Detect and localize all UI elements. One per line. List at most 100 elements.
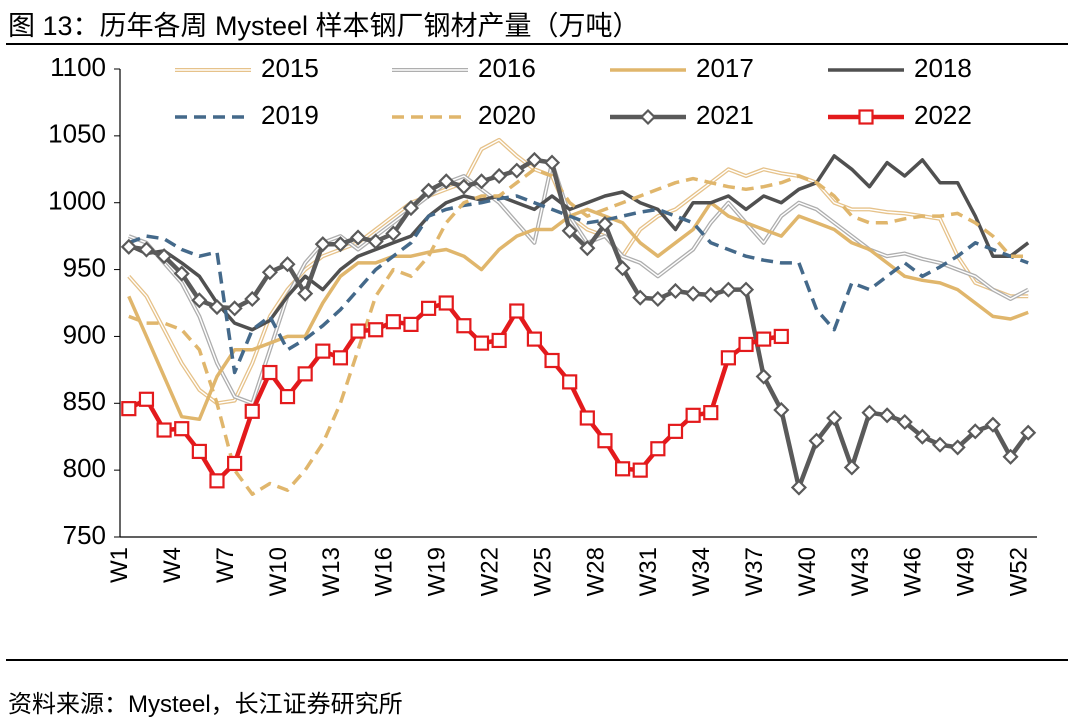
marker	[332, 350, 349, 366]
line	[128, 167, 1029, 496]
y-tick-label: 900	[63, 319, 106, 349]
series	[128, 160, 1030, 406]
marker	[473, 173, 490, 190]
series	[128, 194, 1029, 375]
marker	[843, 459, 860, 476]
marker	[703, 405, 719, 421]
line	[127, 200, 1029, 422]
x-tick-label: W25	[529, 547, 556, 596]
marker	[403, 316, 419, 332]
marker	[138, 241, 155, 258]
x-tick-label: W34	[688, 547, 715, 596]
marker	[191, 292, 208, 309]
marker	[756, 331, 772, 347]
marker	[120, 238, 137, 255]
marker	[261, 264, 278, 281]
x-tick-label: W10	[265, 547, 292, 596]
marker	[914, 428, 931, 445]
title: 图 13：历年各周 Mysteel 样本钢厂钢材产量（万吨）	[8, 11, 640, 41]
marker	[614, 461, 631, 477]
line	[128, 194, 1029, 375]
marker	[173, 265, 190, 282]
marker	[649, 290, 666, 308]
marker	[755, 368, 772, 385]
marker	[156, 422, 172, 438]
marker	[297, 366, 313, 382]
marker	[773, 328, 789, 345]
x-tick-label: W52	[1006, 547, 1033, 596]
line	[128, 157, 1031, 490]
legend-item: 2017	[610, 53, 754, 83]
legend-marker	[639, 108, 657, 126]
marker	[984, 416, 1001, 433]
series	[127, 137, 1029, 406]
legend-item: 2016	[392, 53, 536, 83]
x-tick-label: W22	[476, 547, 503, 596]
marker	[455, 178, 472, 195]
y-tick-label: 1050	[48, 119, 106, 149]
marker	[614, 260, 631, 277]
marker	[720, 350, 736, 366]
marker	[244, 290, 261, 308]
source: 资料来源：Mysteel，长江证券研究所	[8, 691, 403, 718]
y-tick-label: 1000	[48, 186, 106, 216]
x-tick-label: W43	[847, 547, 874, 596]
marker	[896, 413, 913, 431]
marker	[1002, 448, 1019, 465]
legend-label: 2017	[696, 53, 754, 83]
marker	[685, 285, 702, 302]
marker	[191, 443, 207, 460]
marker	[931, 436, 949, 453]
legend-label: 2016	[478, 53, 536, 83]
marker	[226, 300, 243, 317]
marker	[650, 441, 666, 457]
marker	[543, 154, 561, 171]
marker	[121, 401, 137, 417]
series	[128, 167, 1029, 496]
x-tick-label: W37	[741, 547, 768, 596]
marker	[861, 404, 878, 421]
marker	[597, 433, 613, 449]
x-tick-label: W28	[582, 547, 609, 596]
x-tick-label: W16	[371, 547, 398, 596]
marker	[508, 162, 525, 179]
marker	[367, 233, 384, 250]
marker	[737, 281, 755, 298]
series	[128, 154, 1030, 332]
marker	[297, 285, 314, 302]
marker	[332, 236, 349, 253]
legend-label: 2022	[914, 100, 972, 130]
legend-item: 2018	[828, 53, 972, 83]
marker	[350, 229, 367, 246]
marker	[491, 332, 507, 349]
marker	[420, 182, 437, 199]
marker	[209, 473, 225, 489]
series	[121, 295, 789, 489]
marker	[562, 374, 578, 390]
marker	[702, 286, 719, 304]
marker	[790, 479, 807, 496]
marker	[949, 439, 966, 456]
legend-label: 2020	[478, 100, 536, 130]
marker	[685, 407, 701, 423]
marker	[138, 391, 155, 407]
y-tick-label: 800	[63, 453, 106, 483]
marker	[667, 423, 684, 439]
marker	[438, 295, 454, 311]
marker	[632, 289, 649, 306]
marker	[720, 281, 737, 298]
y-tick-label: 750	[63, 520, 106, 550]
marker	[826, 409, 843, 427]
legend-item: 2020	[392, 100, 536, 130]
marker	[526, 331, 543, 347]
x-tick-label: W1	[106, 547, 133, 583]
x-tick-label: W31	[635, 547, 662, 596]
line-inner	[128, 161, 1029, 404]
x-tick-label: W13	[318, 547, 345, 596]
y-tick-label: 850	[63, 386, 106, 416]
x-tick-label: W4	[159, 547, 186, 583]
marker	[385, 314, 401, 330]
marker	[315, 343, 331, 359]
marker	[368, 322, 384, 338]
top-rule	[6, 43, 1068, 45]
